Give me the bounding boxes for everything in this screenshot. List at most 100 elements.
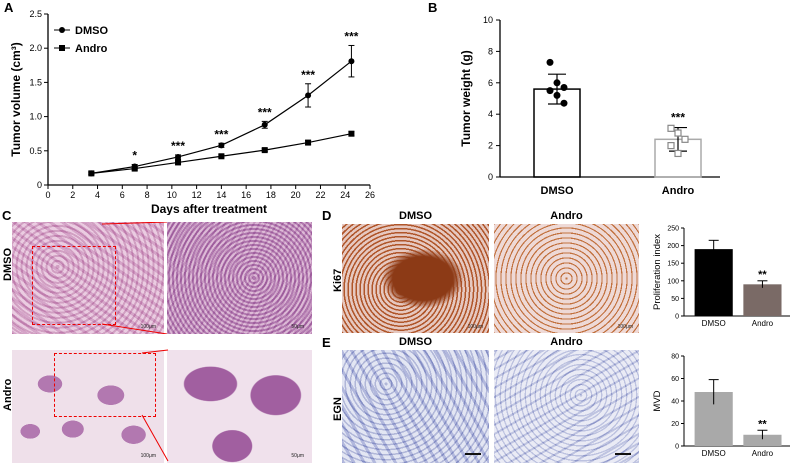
data-point-dmso: [560, 84, 568, 92]
x-tick-label: 14: [216, 190, 226, 200]
legend-marker-dmso: [59, 27, 65, 33]
data-point-andro: [674, 129, 682, 137]
d-dmso-title: DMSO: [399, 210, 432, 222]
data-point-dmso: [218, 142, 225, 149]
x-tick-label: 12: [192, 190, 202, 200]
x-tick-label: 24: [340, 190, 350, 200]
y-tick-label: 250: [667, 226, 679, 233]
data-point-andro: [674, 149, 682, 158]
scale-bar: [615, 453, 631, 455]
y-tick-label: 200: [667, 243, 679, 250]
bar-andro: [743, 284, 782, 316]
y-tick-label: 6: [488, 78, 493, 88]
x-tick-label: 0: [45, 190, 50, 200]
x-tick-label: 10: [167, 190, 177, 200]
legend-marker-andro: [59, 45, 65, 51]
x-tick-label: 2: [70, 190, 75, 200]
scale-bar-label: 100μm: [617, 324, 633, 330]
panel-letter-d: D: [322, 208, 332, 223]
x-tick-label: 26: [365, 190, 375, 200]
x-category-label: Andro: [662, 185, 695, 197]
scale-bar-label: 50μm: [291, 453, 304, 459]
y-tick-label: 0: [488, 172, 493, 182]
data-point-dmso: [546, 87, 554, 95]
c-andro-zoom-lines: [141, 349, 169, 462]
data-point-andro: [681, 135, 689, 143]
d-andro-ki67-image: 100μm: [494, 224, 639, 333]
c-dmso-high-mag-image: 50μm: [167, 222, 312, 334]
data-point-andro: [667, 124, 675, 132]
data-point-dmso: [553, 79, 561, 87]
y-tick-label: 4: [488, 109, 493, 119]
y-axis-label: Tumor weight (g): [459, 50, 473, 146]
d-dmso-ki67-image: 100μm: [342, 224, 489, 333]
x-tick-label: 6: [120, 190, 125, 200]
chart-a-tumor-volume: 0 2 4 6 8 10 12 14 16 18 20 22 24 2600.51.01.52.02.5D…: [9, 9, 375, 215]
panel-letter-e: E: [322, 335, 331, 350]
y-tick-label: 0: [675, 444, 679, 451]
scale-bar-label: 100μm: [467, 324, 483, 330]
y-tick-label: 60: [671, 376, 679, 383]
data-point-andro: [348, 130, 355, 137]
x-category-label: DMSO: [541, 185, 574, 197]
y-axis-label: Proliferation index: [652, 234, 663, 310]
c-andro-low-mag-image: 100μm: [12, 350, 164, 463]
significance-marker: ***: [301, 68, 315, 82]
data-point-andro: [88, 170, 95, 177]
x-category-label: Andro: [752, 319, 774, 328]
data-point-dmso: [261, 121, 268, 128]
data-point-dmso: [305, 92, 312, 99]
y-axis-label: Tumor volume (cm³): [9, 42, 23, 156]
y-tick-label: 80: [671, 354, 679, 361]
significance-marker: **: [758, 418, 767, 430]
y-tick-label: 150: [667, 261, 679, 268]
significance-marker: ***: [671, 111, 685, 125]
e-andro-title: Andro: [550, 336, 583, 348]
chart-e-mvd: 0 20 40 60 80 MVD DMSO Andro **: [652, 354, 790, 458]
x-category-label: DMSO: [702, 319, 726, 328]
data-point-dmso: [348, 58, 355, 65]
scale-bar: [465, 453, 481, 455]
e-dmso-title: DMSO: [399, 336, 432, 348]
y-tick-label: 100: [667, 278, 679, 285]
significance-marker: ***: [214, 127, 228, 141]
e-andro-egn-image: [494, 350, 639, 463]
y-tick-label: 1.5: [29, 77, 42, 87]
e-dmso-egn-image: [342, 350, 489, 463]
bar-andro: [743, 434, 782, 446]
bar-dmso: [694, 249, 733, 316]
x-tick-label: 22: [315, 190, 325, 200]
scale-bar-label: 100μm: [140, 324, 156, 330]
x-tick-label: 16: [241, 190, 251, 200]
significance-marker: ***: [344, 29, 358, 43]
x-tick-label: 20: [291, 190, 301, 200]
data-point-andro: [218, 153, 225, 160]
d-andro-title: Andro: [550, 210, 583, 222]
chart-d-proliferation: 0 50 100 150 200 250 Proliferation index DMSO An…: [652, 226, 790, 328]
x-axis-label: Days after treatment: [151, 202, 267, 215]
data-point-andro: [667, 142, 675, 150]
data-point-dmso: [546, 58, 554, 66]
significance-marker: ***: [171, 139, 185, 153]
data-point-andro: [305, 139, 312, 146]
c-dmso-low-mag-image: 100μm: [12, 222, 164, 334]
scale-bar-label: 50μm: [291, 324, 304, 330]
y-tick-label: 2: [488, 141, 493, 151]
y-tick-label: 8: [488, 46, 493, 56]
significance-marker: ***: [258, 105, 272, 119]
x-category-label: Andro: [752, 449, 774, 458]
y-tick-label: 0: [37, 180, 42, 190]
scale-bar-label: 100μm: [140, 453, 156, 459]
panel-letter-b: B: [428, 0, 438, 15]
x-tick-label: 4: [95, 190, 100, 200]
c-andro-high-mag-image: 50μm: [167, 350, 312, 463]
panel-letter-a: A: [4, 0, 14, 15]
x-tick-label: 18: [266, 190, 276, 200]
x-tick-label: 8: [145, 190, 150, 200]
significance-marker: *: [132, 148, 137, 162]
y-tick-label: 20: [671, 421, 679, 428]
y-tick-label: 1.0: [29, 112, 42, 122]
y-tick-label: 0.5: [29, 146, 42, 156]
legend-label-andro: Andro: [75, 43, 108, 55]
y-axis-label: MVD: [652, 390, 663, 411]
